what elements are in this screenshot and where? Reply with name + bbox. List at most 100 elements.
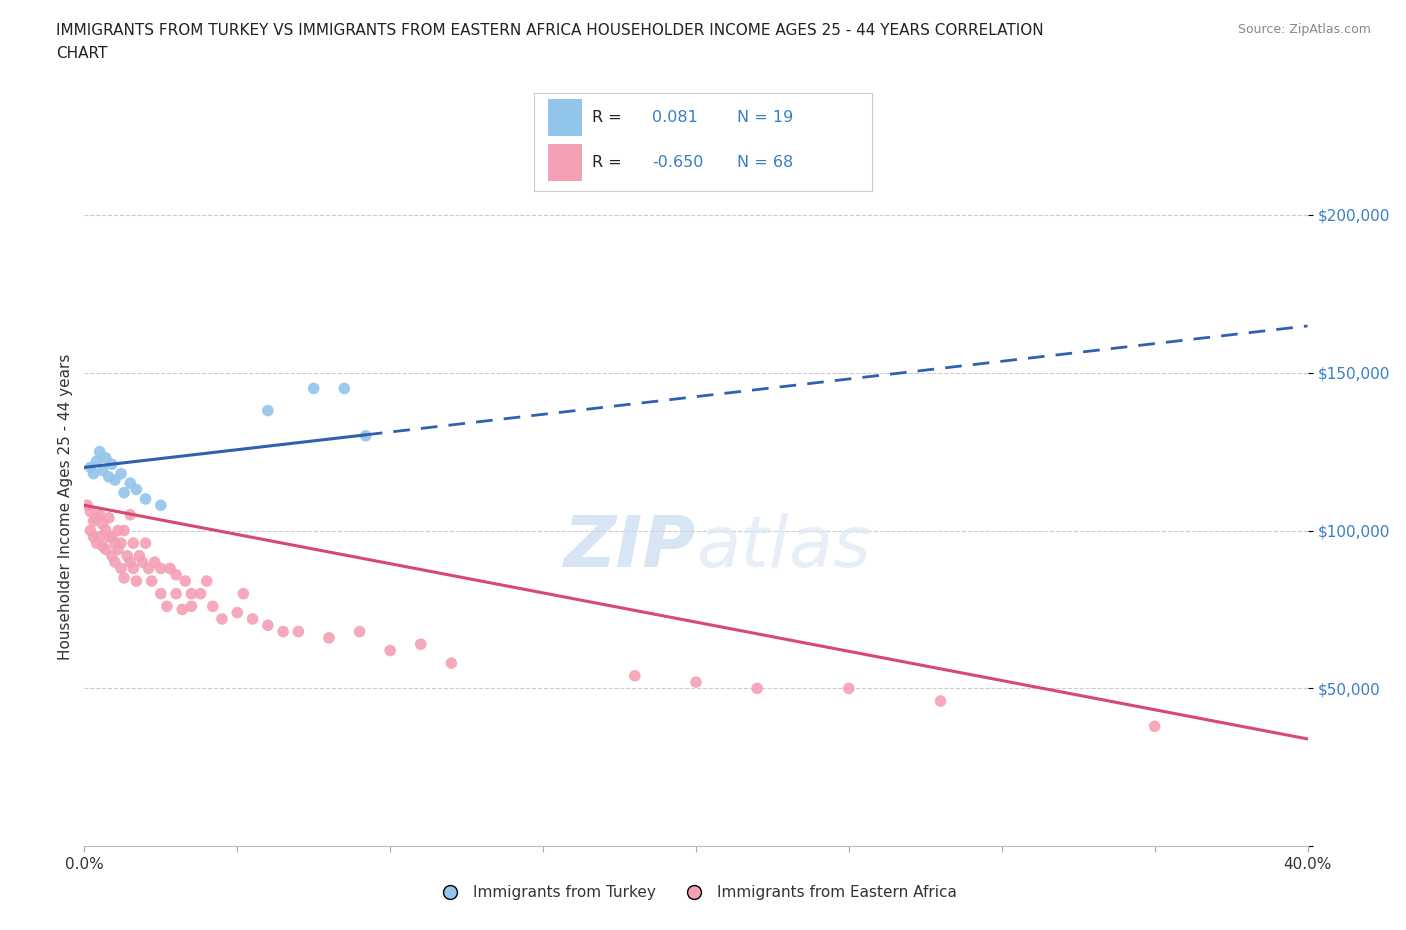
Point [89, 529, 111, 544]
Point [112, 523, 135, 538]
Point [165, 586, 187, 601]
Point [83, 513, 105, 528]
Point [94, 450, 117, 465]
Point [685, 674, 707, 689]
Text: 0.081: 0.081 [652, 110, 699, 125]
Point [125, 482, 148, 497]
Point [107, 523, 129, 538]
Point [165, 567, 187, 582]
Point [104, 536, 127, 551]
Text: N = 19: N = 19 [737, 110, 793, 125]
Point [104, 472, 127, 487]
Point [91, 517, 114, 532]
Bar [548, 99, 582, 136]
Text: atlas: atlas [696, 513, 870, 582]
Point [1143, 719, 1166, 734]
Point [172, 602, 194, 617]
Point [257, 403, 280, 418]
Point [101, 549, 124, 564]
Point [226, 605, 249, 620]
Point [76, 498, 98, 512]
Point [180, 599, 202, 614]
Point [115, 549, 138, 564]
Point [232, 586, 254, 601]
Point [79, 523, 101, 538]
Point [174, 574, 197, 589]
Point [91, 463, 114, 478]
Point [143, 554, 166, 569]
Point [110, 561, 132, 576]
Point [79, 460, 101, 475]
Point [97, 470, 120, 485]
Point [89, 445, 111, 459]
Point [101, 529, 124, 544]
Point [138, 561, 160, 576]
Point [86, 454, 108, 469]
Point [89, 507, 111, 522]
Text: N = 68: N = 68 [737, 154, 793, 170]
Text: IMMIGRANTS FROM TURKEY VS IMMIGRANTS FROM EASTERN AFRICA HOUSEHOLDER INCOME AGES: IMMIGRANTS FROM TURKEY VS IMMIGRANTS FRO… [56, 23, 1043, 38]
Point [104, 554, 127, 569]
Point [180, 586, 202, 601]
Point [101, 457, 124, 472]
Text: ZIP: ZIP [564, 513, 696, 582]
Point [122, 536, 145, 551]
Point [149, 498, 172, 512]
Point [122, 561, 145, 576]
Point [94, 542, 117, 557]
Point [120, 476, 142, 491]
Point [112, 570, 135, 585]
Point [128, 549, 150, 564]
Point [131, 554, 153, 569]
Point [349, 624, 371, 639]
Point [333, 381, 356, 396]
Point [159, 561, 181, 576]
Point [83, 529, 105, 544]
Point [120, 554, 142, 569]
Point [242, 612, 264, 627]
Point [120, 507, 142, 522]
Text: -0.650: -0.650 [652, 154, 704, 170]
Point [190, 586, 212, 601]
Point [287, 624, 309, 639]
Point [135, 492, 157, 507]
Point [747, 681, 769, 696]
Point [302, 381, 325, 396]
Legend: Immigrants from Turkey, Immigrants from Eastern Africa: Immigrants from Turkey, Immigrants from … [429, 880, 963, 907]
Point [94, 523, 117, 538]
Point [110, 466, 132, 481]
Point [195, 574, 218, 589]
Point [86, 536, 108, 551]
Point [271, 624, 294, 639]
Point [354, 429, 377, 444]
Point [79, 504, 101, 519]
Point [112, 485, 135, 500]
Bar [548, 144, 582, 180]
Text: CHART: CHART [56, 46, 108, 61]
Text: R =: R = [592, 110, 621, 125]
Point [149, 586, 172, 601]
Point [156, 599, 179, 614]
Point [141, 574, 163, 589]
Point [125, 574, 148, 589]
Point [838, 681, 860, 696]
Point [440, 656, 463, 671]
Point [211, 612, 233, 627]
Point [201, 599, 224, 614]
Point [107, 542, 129, 557]
Point [929, 694, 952, 709]
Point [318, 631, 340, 645]
Text: R =: R = [592, 154, 621, 170]
Point [624, 669, 647, 684]
Point [86, 511, 108, 525]
Point [97, 511, 120, 525]
Point [110, 536, 132, 551]
Point [380, 643, 402, 658]
Point [83, 466, 105, 481]
Text: Source: ZipAtlas.com: Source: ZipAtlas.com [1237, 23, 1371, 36]
Point [97, 529, 120, 544]
Point [149, 561, 172, 576]
Y-axis label: Householder Income Ages 25 - 44 years: Householder Income Ages 25 - 44 years [58, 353, 73, 660]
Point [409, 637, 432, 652]
Point [135, 536, 157, 551]
